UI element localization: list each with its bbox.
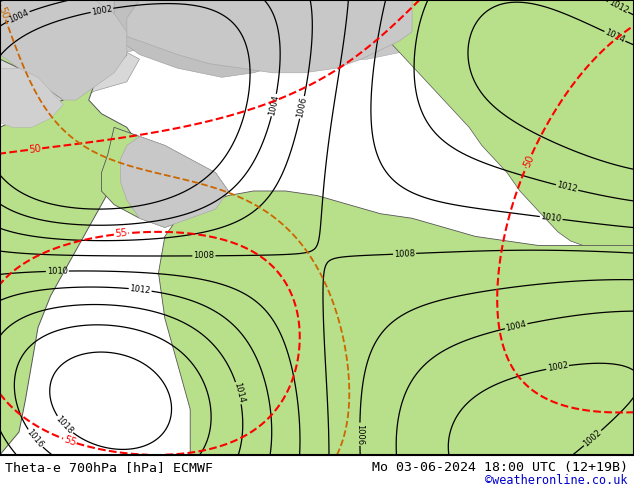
Text: 1010: 1010 — [540, 212, 562, 224]
Text: 55: 55 — [114, 228, 128, 240]
Text: 1014: 1014 — [232, 382, 246, 404]
Polygon shape — [456, 0, 634, 59]
Text: 1006: 1006 — [355, 423, 365, 445]
Text: 1012: 1012 — [556, 181, 578, 195]
Text: 1002: 1002 — [91, 4, 113, 17]
Text: 1002: 1002 — [547, 361, 569, 373]
Polygon shape — [114, 0, 349, 77]
Polygon shape — [158, 191, 634, 455]
Polygon shape — [139, 0, 456, 64]
Polygon shape — [0, 0, 139, 455]
Text: 1018: 1018 — [54, 414, 75, 436]
Text: 1002: 1002 — [582, 428, 604, 448]
Text: 1010: 1010 — [47, 267, 68, 276]
Text: ©weatheronline.co.uk: ©weatheronline.co.uk — [485, 474, 628, 487]
Text: 1008: 1008 — [394, 249, 415, 259]
Text: 1016: 1016 — [25, 428, 45, 450]
Polygon shape — [120, 136, 228, 227]
Polygon shape — [139, 0, 412, 59]
Text: 1008: 1008 — [193, 251, 214, 260]
Polygon shape — [127, 0, 412, 73]
Polygon shape — [0, 23, 139, 109]
Text: 1012: 1012 — [607, 0, 630, 16]
Text: 1006: 1006 — [295, 96, 309, 119]
Polygon shape — [0, 0, 190, 54]
Text: 1004: 1004 — [268, 94, 281, 116]
Text: Mo 03-06-2024 18:00 UTC (12+19B): Mo 03-06-2024 18:00 UTC (12+19B) — [372, 461, 628, 473]
Text: 50: 50 — [522, 153, 536, 169]
Text: 1004: 1004 — [505, 319, 527, 333]
Text: 55: 55 — [62, 434, 77, 448]
Polygon shape — [380, 0, 634, 68]
Polygon shape — [0, 68, 63, 127]
Text: Theta-e 700hPa [hPa] ECMWF: Theta-e 700hPa [hPa] ECMWF — [5, 461, 213, 473]
Polygon shape — [101, 127, 228, 227]
Polygon shape — [0, 0, 127, 100]
Polygon shape — [349, 0, 634, 245]
Text: 50: 50 — [0, 5, 10, 21]
Text: 50: 50 — [29, 144, 42, 155]
Text: 1012: 1012 — [129, 284, 151, 295]
Text: 1014: 1014 — [604, 28, 626, 45]
Text: 1004: 1004 — [8, 8, 30, 24]
